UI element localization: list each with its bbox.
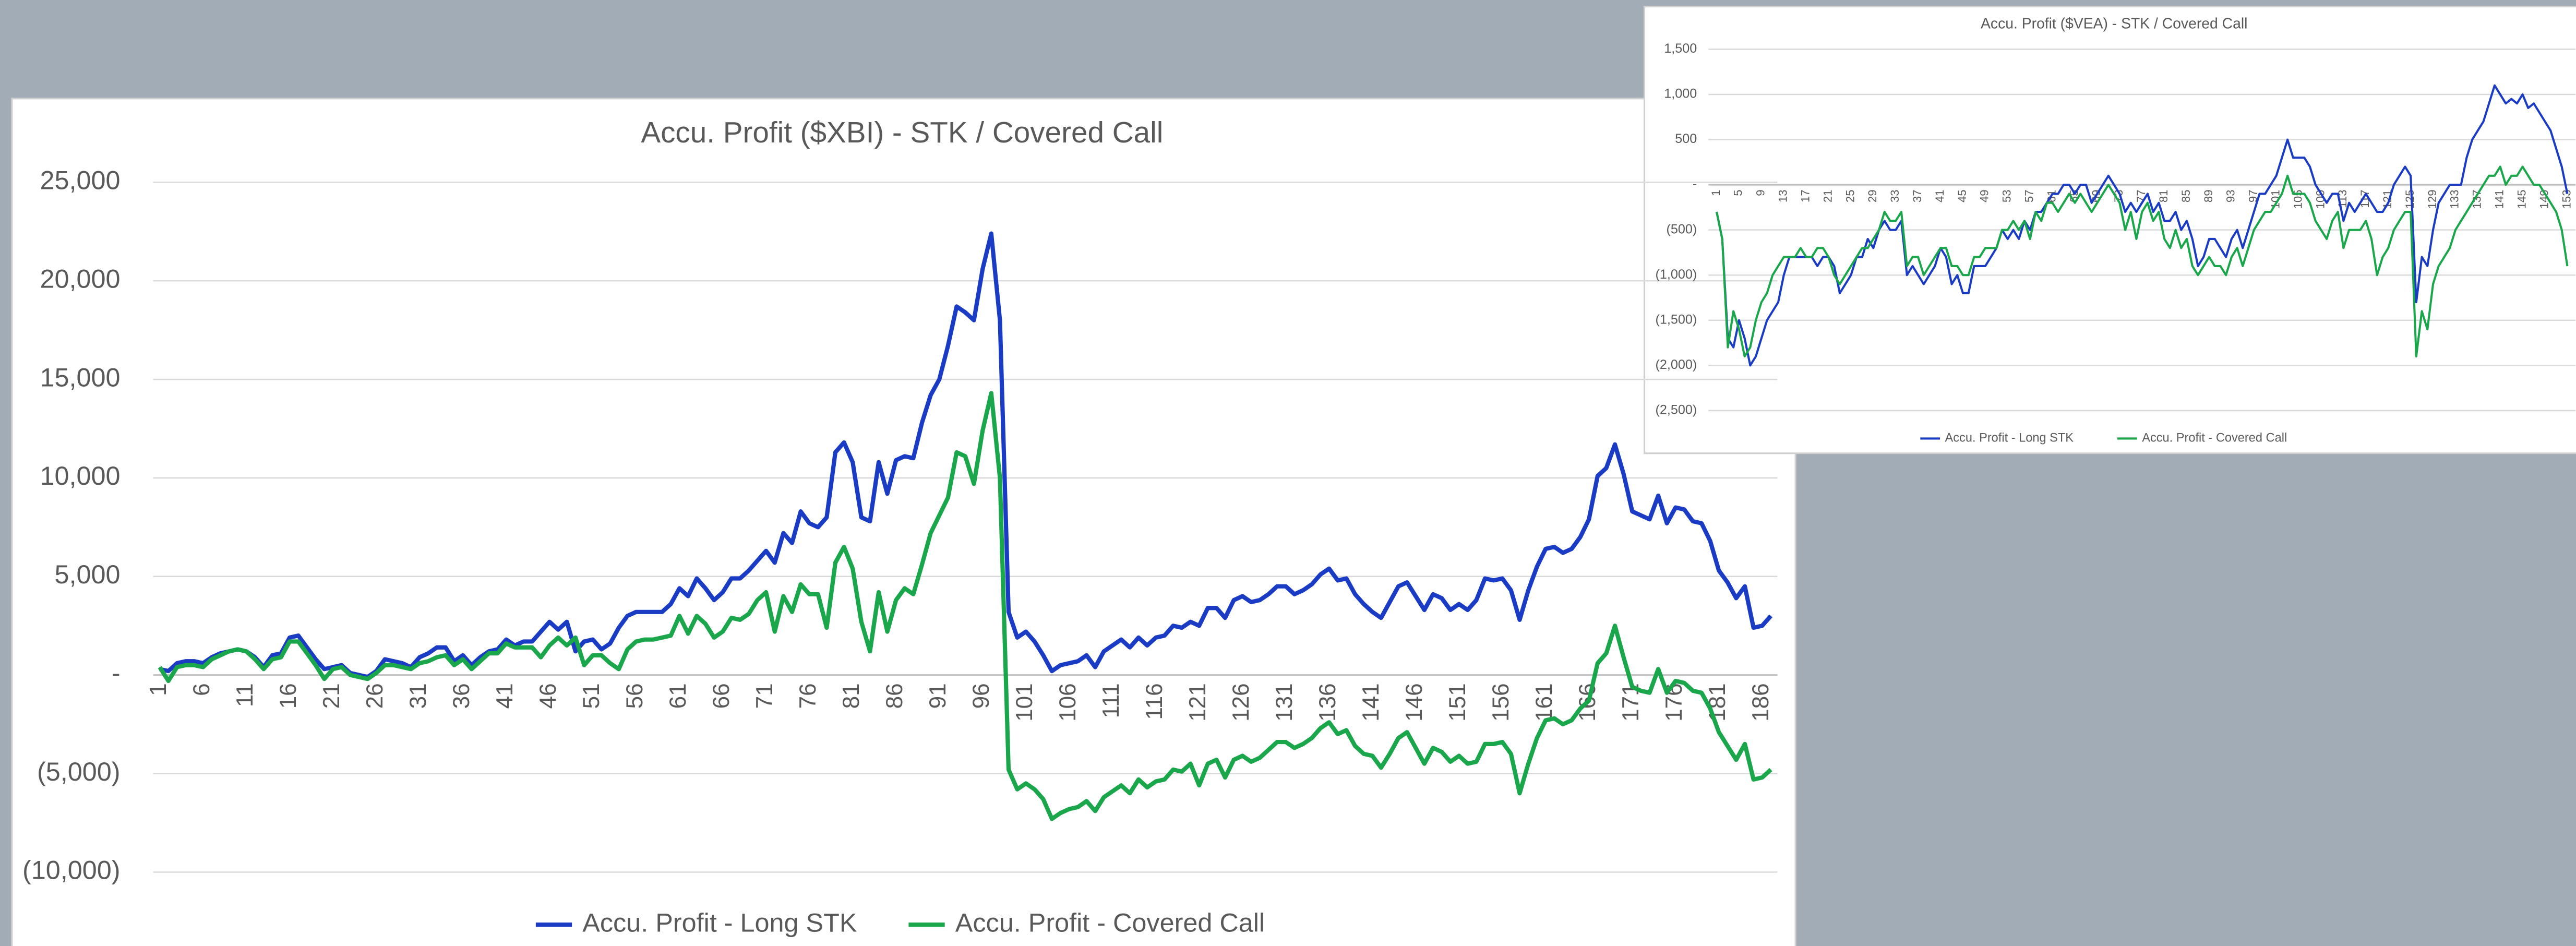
x-tick-label: 129 <box>2426 190 2439 209</box>
y-tick-label: 25,000 <box>40 165 121 195</box>
x-tick-label: 53 <box>2000 190 2014 203</box>
x-tick-label: 16 <box>275 683 301 709</box>
y-tick-label: (500) <box>1666 222 1697 236</box>
x-tick-label: 26 <box>362 683 388 709</box>
y-tick-label: 5,000 <box>55 559 121 589</box>
x-tick-label: 136 <box>1315 683 1340 722</box>
y-tick-label: 15,000 <box>40 362 121 392</box>
x-tick-label: 116 <box>1142 683 1167 720</box>
x-tick-label: 125 <box>2403 190 2416 209</box>
x-tick-label: 1 <box>1709 190 1722 196</box>
x-tick-label: 133 <box>2448 190 2461 209</box>
x-tick-label: 41 <box>1933 190 1946 203</box>
x-tick-label: 96 <box>968 683 994 709</box>
x-tick-label: 66 <box>709 683 734 709</box>
x-tick-label: 25 <box>1843 190 1856 203</box>
y-tick-label: 20,000 <box>40 264 121 294</box>
x-tick-label: 49 <box>1978 190 1991 203</box>
x-tick-label: 151 <box>1445 683 1470 722</box>
x-tick-label: 81 <box>838 683 864 709</box>
x-tick-label: 146 <box>1401 683 1427 722</box>
series-line <box>158 391 1772 821</box>
legend-label: Accu. Profit - Long STK <box>1945 432 2074 445</box>
x-tick-label: 89 <box>2202 190 2215 203</box>
y-tick-label: 1,500 <box>1664 41 1697 56</box>
x-tick-label: 21 <box>319 683 344 709</box>
x-tick-label: 137 <box>2471 190 2484 209</box>
x-tick-label: 57 <box>2023 190 2036 203</box>
x-tick-label: 111 <box>1098 683 1124 718</box>
x-tick-label: 86 <box>882 683 907 709</box>
legend-label: Accu. Profit - Long STK <box>582 907 857 937</box>
series-line <box>1716 84 2569 367</box>
x-tick-label: 101 <box>1012 683 1037 722</box>
x-tick-label: 17 <box>1799 190 1812 203</box>
x-tick-label: 131 <box>1272 683 1297 722</box>
y-tick-label: (1,000) <box>1655 267 1697 282</box>
x-tick-label: 29 <box>1866 190 1879 203</box>
y-tick-label: 500 <box>1675 131 1697 146</box>
x-tick-label: 45 <box>1956 190 1969 203</box>
x-tick-label: 91 <box>925 683 951 709</box>
x-tick-label: 37 <box>1911 190 1924 203</box>
x-tick-label: 85 <box>2179 190 2192 203</box>
x-tick-label: 106 <box>1055 683 1081 722</box>
x-tick-label: 21 <box>1821 190 1834 203</box>
x-tick-label: 71 <box>752 683 777 709</box>
y-tick-label: - <box>112 658 121 688</box>
x-tick-label: 126 <box>1228 683 1254 722</box>
x-tick-label: 186 <box>1748 683 1774 722</box>
x-tick-label: 36 <box>449 683 474 709</box>
x-tick-label: 145 <box>2515 190 2528 209</box>
x-tick-label: 46 <box>535 683 561 709</box>
series-line <box>1716 165 2569 358</box>
chart-title: Accu. Profit ($VEA) - STK / Covered Call <box>1981 16 2247 32</box>
y-tick-label: (1,500) <box>1655 312 1697 327</box>
x-tick-label: 121 <box>1185 683 1211 722</box>
chart-frame <box>11 98 1796 946</box>
legend-label: Accu. Profit - Covered Call <box>955 907 1265 937</box>
y-tick-label: 10,000 <box>40 461 121 490</box>
series-line <box>159 231 1772 679</box>
x-tick-label: 76 <box>795 683 821 709</box>
x-tick-label: 51 <box>579 683 604 709</box>
legend-label: Accu. Profit - Covered Call <box>2142 432 2287 445</box>
y-tick-label: (2,500) <box>1655 403 1697 417</box>
x-tick-label: 141 <box>1358 683 1384 722</box>
y-tick-label: - <box>1693 177 1697 191</box>
y-tick-label: (10,000) <box>22 855 121 885</box>
x-tick-label: 6 <box>189 683 214 696</box>
x-tick-label: 41 <box>492 683 518 709</box>
y-tick-label: (2,000) <box>1655 357 1697 372</box>
x-tick-label: 81 <box>2157 190 2170 203</box>
x-tick-label: 61 <box>665 683 691 709</box>
x-tick-label: 93 <box>2224 190 2237 203</box>
x-tick-label: 11 <box>232 683 258 707</box>
x-tick-label: 13 <box>1777 190 1790 203</box>
x-tick-label: 156 <box>1488 683 1514 722</box>
y-tick-label: 1,000 <box>1664 87 1697 101</box>
x-tick-label: 1 <box>146 683 171 696</box>
chart-title: Accu. Profit ($XBI) - STK / Covered Call <box>641 116 1163 149</box>
x-tick-label: 33 <box>1888 190 1901 203</box>
x-tick-label: 56 <box>622 683 648 709</box>
x-tick-label: 141 <box>2493 190 2506 209</box>
x-tick-label: 161 <box>1531 683 1557 722</box>
x-tick-label: 5 <box>1732 190 1745 196</box>
x-tick-label: 9 <box>1754 190 1767 196</box>
y-tick-label: (5,000) <box>37 757 121 786</box>
x-tick-label: 31 <box>405 683 431 709</box>
